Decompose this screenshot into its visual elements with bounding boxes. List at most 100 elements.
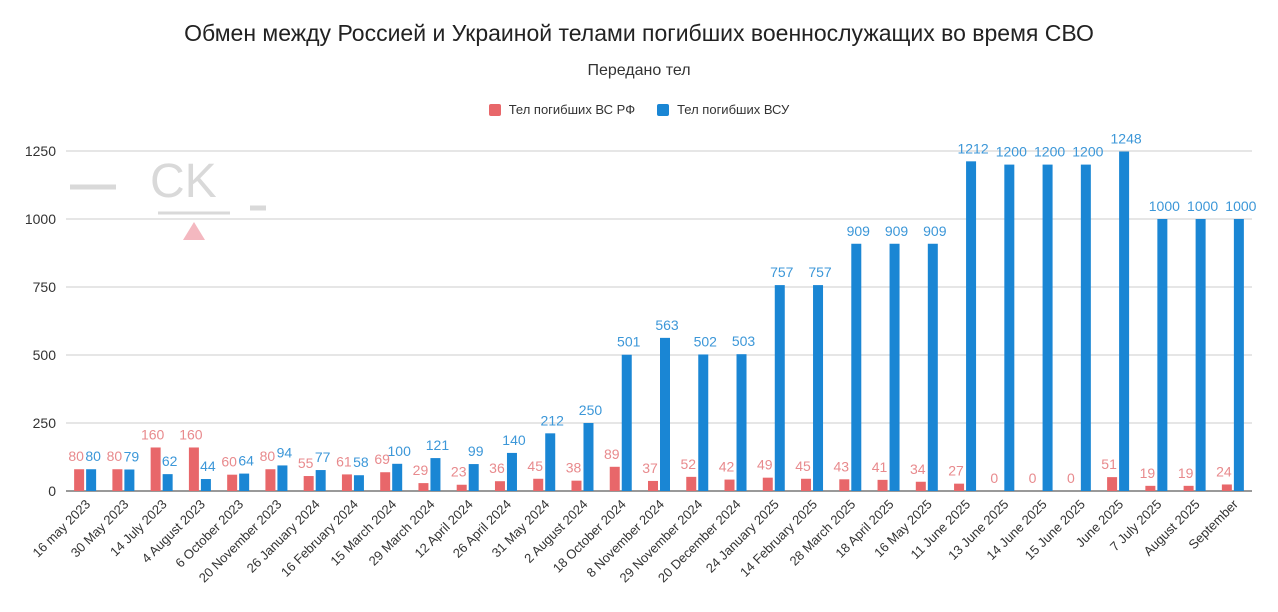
data-label-rf: 45 (527, 458, 543, 474)
bar-rf (418, 483, 429, 491)
data-label-rf: 0 (1029, 470, 1037, 486)
bar-vsu (1042, 164, 1053, 491)
bar-rf (648, 480, 658, 491)
bar-vsu (1157, 219, 1168, 491)
bar-rf (150, 447, 161, 491)
bar-rf (724, 479, 735, 491)
data-label-vsu: 140 (502, 432, 526, 448)
bar-rf (265, 469, 276, 491)
data-label-vsu: 100 (388, 443, 412, 459)
bar-vsu (1119, 151, 1130, 491)
bar-vsu (851, 243, 862, 491)
x-tick-label: 6 October 2023 (172, 497, 246, 571)
bar-rf (1183, 485, 1194, 491)
legend-label-rf: Тел погибших ВС РФ (508, 102, 636, 117)
data-label-rf: 80 (260, 448, 276, 464)
data-label-vsu: 757 (808, 264, 832, 280)
data-label-rf: 80 (68, 448, 84, 464)
legend-item-rf: Тел погибших ВС РФ (488, 102, 636, 117)
x-tick-label: 28 March 2025 (786, 497, 858, 569)
bar-vsu (1195, 219, 1206, 491)
bar-rf (341, 474, 352, 491)
data-label-vsu: 502 (694, 333, 718, 349)
x-tick-label: 29 March 2024 (366, 497, 438, 569)
data-label-vsu: 1200 (1072, 144, 1103, 160)
data-label-rf: 43 (834, 458, 850, 474)
bar-vsu (660, 337, 670, 491)
data-label-vsu: 62 (162, 453, 178, 469)
bar-vsu (583, 423, 594, 491)
bar-rf (1145, 485, 1156, 491)
data-label-rf: 29 (413, 462, 429, 478)
data-label-rf: 52 (680, 456, 696, 472)
data-label-vsu: 909 (885, 223, 909, 239)
data-label-vsu: 250 (579, 402, 603, 418)
data-label-rf: 19 (1178, 465, 1194, 481)
data-label-rf: 0 (990, 470, 998, 486)
bar-vsu (162, 474, 173, 491)
data-label-vsu: 563 (655, 317, 679, 333)
data-label-vsu: 909 (923, 223, 947, 239)
bar-vsu (239, 473, 250, 491)
bar-vsu (698, 354, 709, 491)
data-label-vsu: 99 (468, 443, 484, 459)
data-label-vsu: 1200 (996, 144, 1027, 160)
data-label-rf: 61 (336, 453, 352, 469)
data-label-rf: 89 (604, 446, 620, 462)
bar-rf (954, 483, 965, 491)
data-label-rf: 69 (374, 451, 390, 467)
bar-vsu (315, 470, 326, 491)
data-label-vsu: 64 (238, 453, 254, 469)
data-label-rf: 0 (1067, 470, 1075, 486)
bar-vsu (86, 469, 97, 491)
data-label-vsu: 58 (353, 454, 369, 470)
bar-rf (74, 469, 85, 491)
data-label-vsu: 121 (426, 437, 450, 453)
data-label-vsu: 1000 (1187, 198, 1218, 214)
data-label-rf: 49 (757, 457, 773, 473)
data-label-vsu: 1000 (1149, 198, 1180, 214)
bar-vsu (506, 452, 517, 491)
data-label-vsu: 1248 (1111, 131, 1142, 147)
bar-vsu (353, 475, 364, 491)
bar-rf (303, 476, 314, 491)
bar-rf (1107, 477, 1118, 491)
data-label-rf: 51 (1101, 456, 1117, 472)
data-label-rf: 36 (489, 460, 505, 476)
data-label-rf: 41 (872, 459, 888, 475)
bar-vsu (468, 464, 479, 491)
bar-rf (112, 469, 123, 491)
bar-rf (380, 472, 391, 491)
bar-vsu (813, 285, 824, 491)
bar-vsu (1233, 219, 1244, 491)
bar-vsu (545, 433, 556, 491)
bar-rf (1221, 484, 1232, 491)
bar-rf (456, 484, 467, 491)
bar-vsu (392, 463, 403, 491)
bar-rf (915, 481, 926, 491)
data-label-rf: 24 (1216, 463, 1232, 479)
y-tick-label: 500 (33, 347, 57, 363)
data-label-rf: 38 (566, 460, 582, 476)
bar-vsu (277, 465, 288, 491)
bar-vsu (124, 469, 135, 491)
chart-title: Обмен между Россией и Украиной телами по… (184, 20, 1094, 46)
svg-text:CK: CK (150, 155, 217, 208)
bar-rf (494, 481, 505, 491)
data-label-rf: 60 (221, 454, 237, 470)
data-label-rf: 34 (910, 461, 926, 477)
bar-rf (227, 474, 238, 491)
data-label-rf: 80 (107, 448, 123, 464)
x-tick-label: 15 March 2024 (327, 497, 399, 569)
data-label-rf: 19 (1140, 465, 1156, 481)
bar-vsu (889, 243, 900, 491)
data-label-vsu: 79 (124, 449, 140, 465)
chart-subtitle: Передано тел (587, 62, 691, 79)
data-label-vsu: 80 (85, 448, 101, 464)
bar-rf (686, 476, 697, 491)
y-tick-label: 0 (48, 483, 56, 499)
bar-vsu (927, 243, 938, 491)
data-label-rf: 42 (719, 459, 735, 475)
bar-rf (571, 480, 582, 491)
bar-vsu (200, 479, 211, 491)
